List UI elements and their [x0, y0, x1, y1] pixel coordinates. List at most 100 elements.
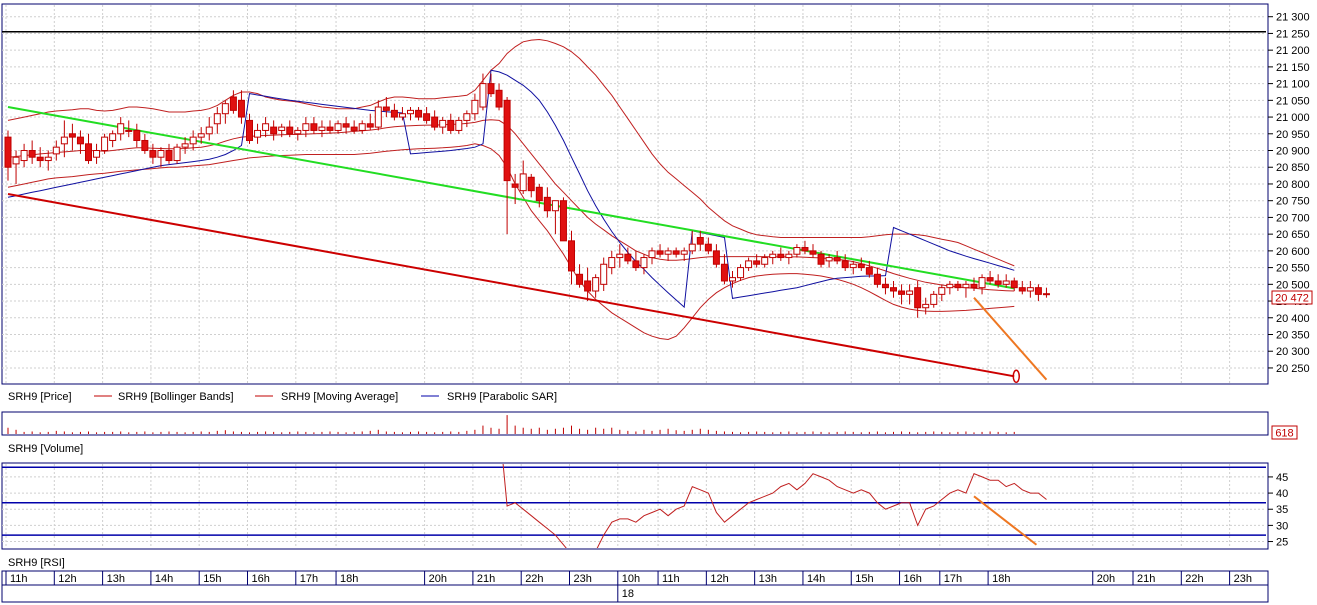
candles	[4, 73, 1050, 318]
candle-body	[648, 250, 656, 259]
candle-body	[310, 123, 318, 131]
candle-body	[906, 290, 914, 295]
candle-body	[954, 283, 962, 289]
parabolic-sar-line	[7, 69, 1015, 309]
candle-body	[568, 240, 575, 272]
last-price-box	[1271, 290, 1313, 305]
candle-body	[487, 83, 495, 95]
price-tick-label: 20 650	[1276, 229, 1310, 241]
candle-body	[495, 89, 503, 108]
candle-body	[849, 263, 857, 269]
hour-label: 16h	[252, 573, 270, 585]
candle-body	[978, 277, 986, 289]
candle-body	[962, 283, 970, 289]
hour-label: 15h	[203, 573, 221, 585]
price-tick-label: 21 300	[1276, 12, 1310, 24]
candle-body	[221, 103, 229, 115]
hour-label: 22h	[1185, 573, 1203, 585]
volume-panel-title: SRH9 [Volume]	[8, 443, 83, 455]
candle-body	[246, 119, 253, 141]
hour-label: 22h	[525, 573, 543, 585]
candle-body	[52, 146, 60, 155]
hour-label: 13h	[107, 573, 125, 585]
candle-body	[930, 293, 938, 305]
candle-body	[439, 119, 447, 128]
candle-body	[213, 113, 221, 125]
candle-body	[511, 183, 519, 188]
hour-label: 21h	[477, 573, 495, 585]
last-price-label: 20 472	[1275, 293, 1309, 305]
candle-body	[817, 253, 825, 265]
hour-label: 16h	[904, 573, 922, 585]
candle-body	[1026, 287, 1034, 292]
candle-body	[761, 257, 769, 265]
candle-body	[366, 123, 374, 128]
projection-arrow	[973, 297, 1048, 381]
hour-label: 11h	[662, 573, 680, 585]
rsi-panel-title: SRH9 [RSI]	[8, 557, 65, 569]
price-tick-label: 21 250	[1276, 28, 1310, 40]
candle-body	[640, 257, 648, 269]
candle-body	[109, 133, 117, 141]
rsi-grid	[2, 464, 1266, 548]
rsi-tick-label: 45	[1276, 472, 1288, 484]
rsi-panel-frame	[1, 462, 1269, 550]
candle-body	[632, 260, 640, 269]
hour-label: 20h	[1097, 573, 1115, 585]
legend-bollinger: SRH9 [Bollinger Bands]	[118, 391, 234, 403]
candle-body	[656, 250, 664, 255]
candle-body	[44, 156, 52, 162]
legend-strip	[2, 385, 1268, 407]
candle-body	[986, 277, 994, 282]
candle-body	[358, 123, 366, 131]
candle-body	[1018, 287, 1026, 292]
candle-body	[173, 146, 181, 162]
candle-body	[753, 260, 761, 265]
candle-body	[801, 247, 809, 252]
rsi-y-axis: 25 30 35 40 45	[1268, 472, 1288, 549]
candle-body	[471, 99, 479, 115]
hour-label: 12h	[58, 573, 76, 585]
rsi-tick-label: 30	[1276, 520, 1288, 532]
candle-body	[262, 123, 270, 131]
hour-label: 20h	[429, 573, 447, 585]
rsi-projection-arrow	[973, 495, 1038, 546]
candle-body	[189, 136, 197, 145]
time-axis-dates	[1, 584, 1269, 603]
candle-body	[576, 273, 584, 285]
candle-body	[1042, 293, 1050, 296]
candle-body	[841, 260, 849, 269]
hour-label: 14h	[155, 573, 173, 585]
candle-body	[745, 260, 753, 269]
candle-body	[85, 143, 92, 162]
price-tick-label: 20 750	[1276, 196, 1310, 208]
hour-label: 10h	[622, 573, 640, 585]
price-tick-label: 20 850	[1276, 162, 1310, 174]
price-tick-label: 20 500	[1276, 279, 1310, 291]
hour-label: 14h	[807, 573, 825, 585]
candle-body	[720, 263, 728, 282]
candle-body	[946, 283, 954, 289]
candle-body	[12, 156, 20, 165]
candle-body	[93, 150, 101, 158]
candle-body	[101, 136, 109, 152]
candle-body	[873, 273, 881, 285]
candle-body	[133, 129, 141, 141]
hour-label: 18h	[992, 573, 1010, 585]
price-tick-label: 20 550	[1276, 263, 1310, 275]
candle-body	[712, 250, 720, 265]
hour-label: 18h	[340, 573, 358, 585]
candle-body	[535, 186, 543, 202]
candle-body	[398, 113, 406, 118]
price-tick-label: 20 400	[1276, 313, 1310, 325]
candle-body	[688, 243, 696, 252]
volume-value-box	[1271, 425, 1298, 440]
candle-body	[294, 129, 302, 135]
candle-body	[584, 280, 592, 292]
candle-body	[680, 250, 688, 255]
legend-moving-average: SRH9 [Moving Average]	[281, 391, 398, 403]
candle-body	[1034, 287, 1042, 295]
candle-body	[20, 150, 28, 162]
candle-body	[898, 290, 906, 295]
candle-body	[447, 119, 455, 131]
